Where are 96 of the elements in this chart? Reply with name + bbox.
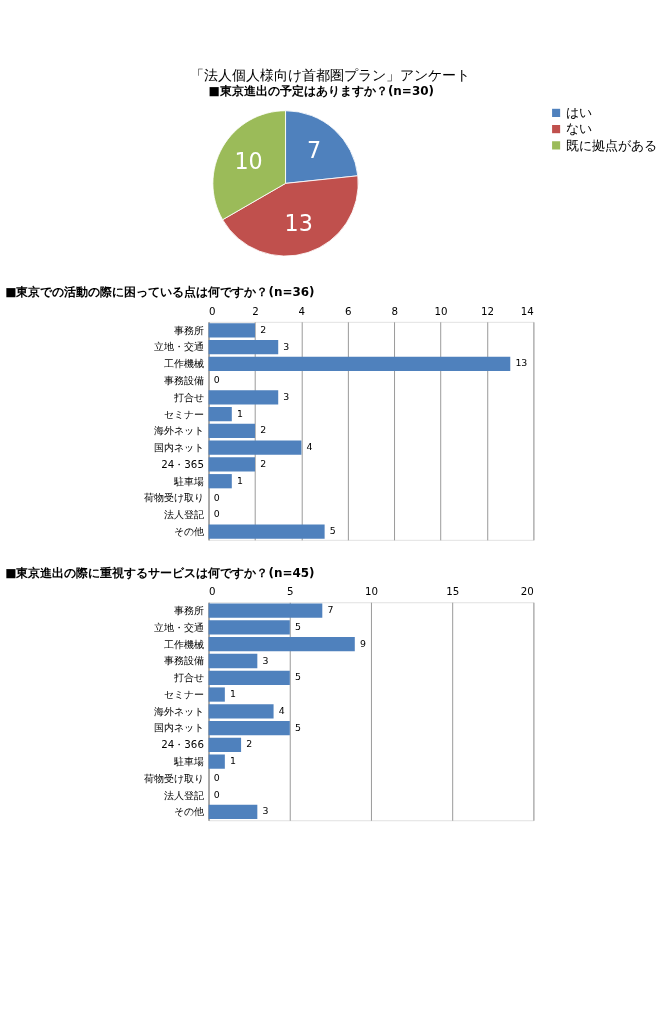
x-tick-label: 12 bbox=[480, 304, 495, 317]
y-tick-label: 24・366 bbox=[161, 738, 204, 751]
y-tick-label: 海外ネット bbox=[153, 704, 204, 717]
y-tick-label: 国内ネット bbox=[153, 441, 204, 454]
x-tick-label: 6 bbox=[344, 304, 352, 317]
chart-title: 「法人個人様向け首都圏プラン」アンケート bbox=[190, 66, 471, 83]
y-tick-label: 立地・交通 bbox=[153, 620, 204, 633]
data-label: 0 bbox=[213, 771, 220, 783]
bar bbox=[208, 339, 279, 355]
data-label: 1 bbox=[236, 407, 243, 419]
data-label: 7 bbox=[327, 604, 334, 616]
y-tick-label: 立地・交通 bbox=[153, 340, 204, 353]
x-tick-label: 0 bbox=[209, 304, 216, 317]
data-label: 3 bbox=[283, 390, 290, 402]
y-tick-label: 荷物受け取り bbox=[143, 771, 204, 784]
bar bbox=[208, 653, 258, 669]
bar bbox=[208, 407, 232, 422]
data-label: 3 bbox=[262, 805, 269, 817]
x-tick-label: 20 bbox=[520, 585, 534, 598]
y-tick-label: 工作機械 bbox=[163, 357, 204, 370]
y-tick-label: 事務所 bbox=[173, 604, 204, 617]
bar bbox=[208, 720, 290, 736]
y-tick-label: 打合せ bbox=[172, 671, 204, 684]
y-tick-label: 事務設備 bbox=[163, 654, 204, 667]
data-label: 4 bbox=[278, 704, 285, 716]
y-tick-label: その他 bbox=[173, 805, 204, 818]
bar bbox=[208, 423, 256, 439]
bar bbox=[208, 687, 225, 702]
data-label: 13 bbox=[284, 209, 313, 236]
y-tick-label: 24・365 bbox=[161, 457, 204, 470]
y-tick-label: 工作機械 bbox=[163, 637, 204, 650]
x-tick-label: 5 bbox=[286, 585, 294, 598]
data-label: 9 bbox=[359, 637, 366, 649]
data-label: 0 bbox=[213, 374, 220, 386]
bar bbox=[208, 704, 274, 719]
bar bbox=[208, 474, 232, 489]
x-tick-label: 2 bbox=[252, 304, 259, 317]
y-tick-label: セミナー bbox=[163, 407, 204, 420]
chart-title: ■東京での活動の際に困っている点は何ですか？(n=36) bbox=[5, 285, 315, 300]
data-label: 7 bbox=[307, 137, 322, 164]
data-label: 1 bbox=[236, 474, 243, 486]
data-label: 5 bbox=[329, 525, 336, 537]
bar bbox=[208, 323, 256, 338]
bar bbox=[208, 524, 325, 539]
y-tick-label: 駐車場 bbox=[172, 474, 204, 487]
y-tick-label: 事務設備 bbox=[163, 374, 204, 386]
legend-label: はい bbox=[565, 105, 592, 121]
y-tick-label: 法人登記 bbox=[163, 788, 204, 801]
data-label: 5 bbox=[294, 721, 301, 733]
bar bbox=[208, 390, 279, 405]
data-label: 4 bbox=[306, 441, 313, 453]
bar bbox=[208, 754, 225, 769]
bar bbox=[208, 637, 355, 652]
y-tick-label: 法人登記 bbox=[163, 508, 204, 521]
chart-title: ■東京進出の際に重視するサービスは何ですか？(n=45) bbox=[5, 565, 315, 580]
bar bbox=[208, 457, 256, 472]
data-label: 1 bbox=[229, 755, 236, 767]
chart-subtitle: ■東京進出の予定はありますか？(n=30) bbox=[208, 84, 434, 99]
x-tick-label: 4 bbox=[298, 304, 306, 317]
data-label: 2 bbox=[260, 424, 267, 436]
data-label: 2 bbox=[246, 738, 253, 750]
x-tick-label: 10 bbox=[434, 304, 448, 317]
data-label: 13 bbox=[515, 357, 528, 369]
data-label: 2 bbox=[260, 458, 267, 469]
bar bbox=[208, 440, 302, 455]
data-label: 3 bbox=[283, 340, 290, 352]
data-label: 5 bbox=[294, 621, 301, 633]
y-tick-label: 国内ネット bbox=[153, 721, 204, 734]
data-label: 0 bbox=[213, 491, 220, 503]
data-label: 3 bbox=[262, 654, 269, 666]
data-label: 1 bbox=[229, 688, 236, 700]
x-tick-label: 14 bbox=[520, 304, 534, 317]
bar bbox=[208, 737, 242, 752]
data-label: 5 bbox=[294, 671, 301, 683]
x-tick-label: 8 bbox=[391, 304, 398, 317]
y-tick-label: 海外ネット bbox=[153, 424, 204, 437]
bar bbox=[208, 804, 258, 820]
y-tick-label: 駐車場 bbox=[172, 755, 204, 768]
data-label: 0 bbox=[213, 508, 220, 520]
bar bbox=[208, 356, 511, 371]
data-label: 0 bbox=[213, 788, 220, 800]
x-tick-label: 10 bbox=[364, 585, 378, 598]
x-tick-label: 0 bbox=[209, 585, 216, 598]
legend-label: 既に拠点がある bbox=[565, 137, 657, 153]
y-tick-label: 打合せ bbox=[172, 390, 204, 403]
y-tick-label: 事務所 bbox=[173, 323, 204, 336]
y-tick-label: 荷物受け取り bbox=[143, 491, 204, 504]
y-tick-label: その他 bbox=[173, 524, 204, 537]
bar bbox=[208, 620, 290, 635]
bar bbox=[208, 670, 290, 685]
y-tick-label: セミナー bbox=[163, 687, 204, 700]
bar bbox=[208, 603, 323, 618]
legend-label: ない bbox=[565, 121, 592, 137]
data-label: 10 bbox=[234, 147, 263, 174]
data-label: 2 bbox=[260, 323, 267, 335]
x-tick-label: 15 bbox=[446, 585, 460, 598]
